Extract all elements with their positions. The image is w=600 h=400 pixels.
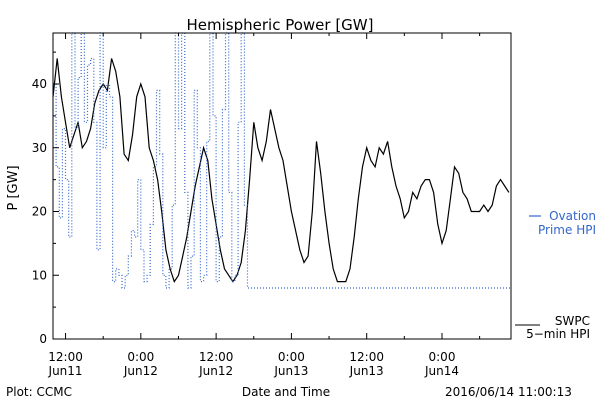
legend-swpc-line2: 5−min HPI	[526, 327, 590, 341]
series-layer	[52, 32, 511, 289]
x-tick-label-date: Jun13	[349, 364, 384, 378]
x-tick-label-time: 0:00	[429, 350, 456, 364]
y-tick-label: 0	[39, 332, 47, 346]
legend-swpc-line1: SWPC	[555, 314, 590, 328]
axis-layer: 01020304012:00Jun110:00Jun1212:00Jun120:…	[32, 33, 481, 378]
plot-frame	[52, 32, 512, 340]
x-tick-label-date: Jun14	[424, 364, 459, 378]
x-tick-label-date: Jun12	[198, 364, 233, 378]
y-axis-label: P [GW]	[6, 165, 21, 210]
legend: Ovation Prime HPI SWPC 5−min HPI	[515, 209, 596, 341]
x-tick-label-date: Jun11	[48, 364, 83, 378]
plot-timestamp: 2016/06/14 11:00:13	[445, 385, 572, 399]
x-tick-label-time: 12:00	[199, 350, 234, 364]
series-line-0	[52, 58, 510, 283]
x-tick-label-date: Jun12	[123, 364, 158, 378]
plot-credit: Plot: CCMC	[6, 385, 72, 399]
x-tick-label-time: 12:00	[349, 350, 384, 364]
y-tick-label: 20	[32, 205, 47, 219]
y-tick-label: 40	[32, 77, 47, 91]
x-tick-label-time: 0:00	[127, 350, 154, 364]
legend-ovation-line2: Prime HPI	[538, 223, 596, 237]
x-tick-label-date: Jun13	[273, 364, 308, 378]
legend-ovation-line1: Ovation	[549, 209, 596, 223]
series-line-1	[53, 32, 511, 289]
x-axis-label: Date and Time	[242, 385, 330, 399]
chart-title: Hemispheric Power [GW]	[187, 16, 374, 34]
x-tick-label-time: 0:00	[278, 350, 305, 364]
x-tick-label-time: 12:00	[48, 350, 83, 364]
y-tick-label: 10	[32, 268, 47, 282]
y-tick-label: 30	[32, 141, 47, 155]
